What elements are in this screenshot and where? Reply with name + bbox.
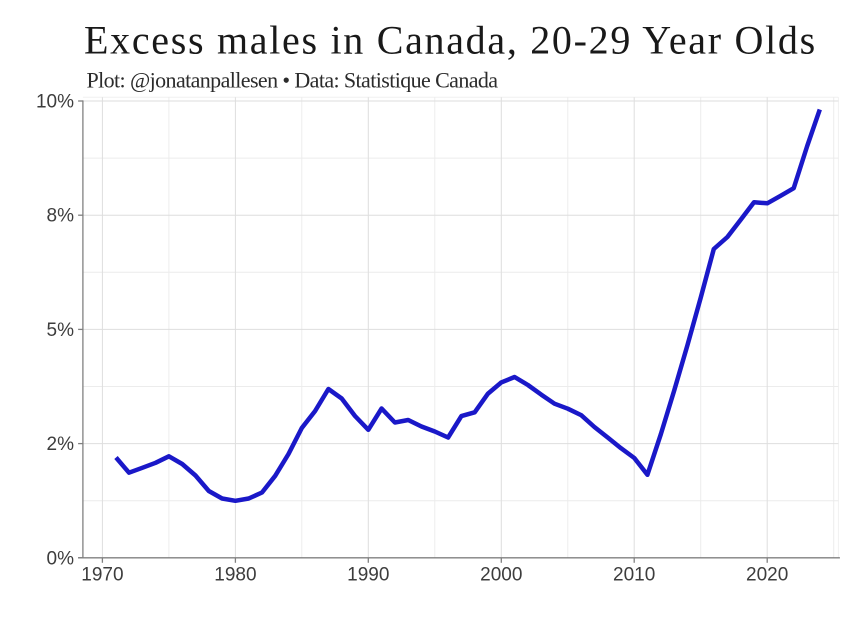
svg-text:8%: 8%: [47, 206, 75, 227]
svg-text:10%: 10%: [36, 92, 74, 113]
svg-text:5%: 5%: [47, 320, 75, 341]
svg-text:2%: 2%: [47, 434, 75, 455]
svg-text:2000: 2000: [480, 565, 522, 586]
svg-text:1980: 1980: [214, 565, 256, 586]
svg-text:2020: 2020: [746, 565, 788, 586]
svg-text:Excess males in Canada, 20-29: Excess males in Canada, 20-29 Year Olds: [84, 18, 817, 63]
svg-text:0%: 0%: [47, 548, 75, 569]
svg-text:2010: 2010: [613, 565, 655, 586]
svg-text:Plot: @jonatanpallesen • Data:: Plot: @jonatanpallesen • Data: Statistiq…: [87, 68, 499, 93]
svg-text:1970: 1970: [81, 565, 123, 586]
svg-text:1990: 1990: [347, 565, 389, 586]
